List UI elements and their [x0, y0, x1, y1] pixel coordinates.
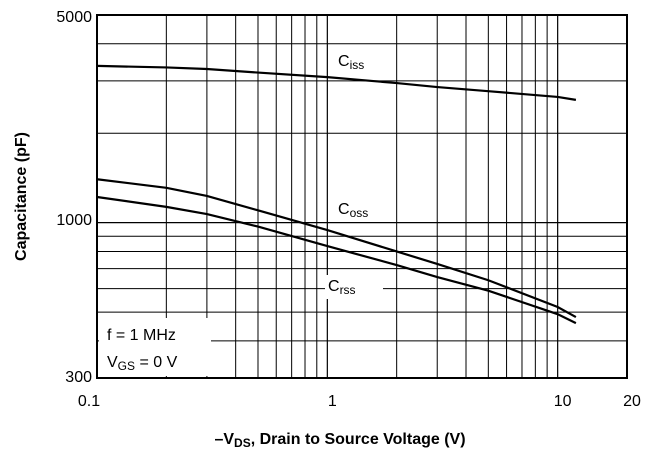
- x-tick-label: 10: [554, 393, 572, 410]
- x-tick-label: 20: [623, 393, 641, 410]
- series-label-bg: [325, 275, 383, 299]
- x-tick-label: 0.1: [78, 393, 100, 410]
- series-label-bg: [335, 198, 393, 222]
- y-tick-label: 1000: [56, 212, 92, 229]
- plot-frame: [96, 14, 628, 379]
- x-axis-label-sub: DS: [234, 436, 251, 450]
- series-line: [96, 178, 577, 319]
- series-line: [96, 195, 577, 325]
- series-label-sub: rss: [340, 283, 356, 297]
- y-tick-label: 300: [65, 369, 92, 386]
- condition: VGS = 0 V: [107, 354, 178, 373]
- conditions-box: [99, 318, 211, 376]
- series-label: Crss: [328, 278, 356, 297]
- condition-suffix: = 0 V: [135, 354, 178, 371]
- x-axis-label-prefix: –V: [214, 431, 234, 448]
- x-axis-label: –VDS, Drain to Source Voltage (V): [214, 431, 465, 450]
- y-axis-label: Capacitance (pF): [13, 132, 30, 261]
- y-tick-label: 5000: [56, 9, 92, 26]
- series-label-main: C: [328, 278, 340, 295]
- x-axis-label-suffix: , Drain to Source Voltage (V): [251, 431, 466, 448]
- series-label-main: C: [338, 201, 350, 218]
- series-label: Ciss: [338, 53, 364, 72]
- series-label-sub: oss: [350, 206, 369, 220]
- series-label-sub: iss: [350, 58, 365, 72]
- condition-main: V: [107, 354, 118, 371]
- series-label-bg: [335, 50, 393, 74]
- series-line: [96, 64, 577, 101]
- condition: f = 1 MHz: [107, 327, 176, 344]
- series-label: Coss: [338, 201, 368, 220]
- condition-sub: GS: [118, 359, 135, 373]
- x-tick-label: 1: [328, 393, 337, 410]
- series-label-main: C: [338, 53, 350, 70]
